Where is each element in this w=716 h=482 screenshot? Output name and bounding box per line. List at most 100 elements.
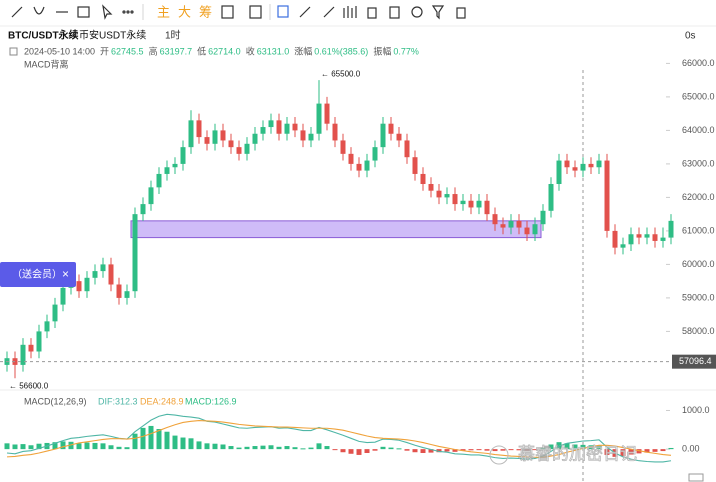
y-tick-label: 58000.0 bbox=[682, 326, 715, 336]
toolbar-button[interactable]: 主 bbox=[157, 4, 170, 19]
macd-bar bbox=[340, 449, 346, 453]
y-tick-label: 60000.0 bbox=[682, 259, 715, 269]
field-value: 0.61%(385.6) bbox=[314, 46, 368, 56]
macd-bar bbox=[188, 438, 194, 450]
tool-icon[interactable] bbox=[221, 5, 234, 19]
tool-icon[interactable] bbox=[343, 6, 357, 18]
ohlc-fields: 开 62745.5 高 63197.7 低 62714.0 收 63131.0 涨幅 0.61%(… bbox=[100, 45, 419, 56]
field-label: 涨幅 bbox=[294, 45, 312, 56]
candle-body bbox=[140, 204, 146, 215]
tool-more[interactable] bbox=[122, 10, 126, 14]
macd-bar bbox=[604, 449, 610, 455]
candle-body bbox=[316, 103, 322, 134]
candle-body bbox=[500, 224, 506, 228]
macd-bar bbox=[124, 447, 130, 450]
macd-bar bbox=[116, 446, 122, 450]
candle-body bbox=[564, 160, 570, 168]
y-tick-label: 61000.0 bbox=[682, 225, 715, 235]
toolbar-button[interactable]: 大 bbox=[178, 4, 191, 19]
candle-body bbox=[532, 224, 538, 235]
macd-bar bbox=[548, 444, 554, 450]
candle-body bbox=[420, 173, 426, 184]
candle-body bbox=[372, 147, 378, 161]
candle-body bbox=[644, 234, 650, 238]
macd-bar bbox=[164, 431, 170, 450]
macd-bar bbox=[36, 443, 42, 450]
watermark-icon bbox=[489, 445, 509, 465]
macd-bar bbox=[508, 449, 514, 451]
candle-body bbox=[124, 291, 130, 298]
candle-body bbox=[348, 153, 354, 164]
y-tick-label: 63000.0 bbox=[682, 158, 715, 168]
candle-body bbox=[284, 123, 290, 134]
macd-bar bbox=[220, 444, 226, 450]
interval[interactable]: 1时 bbox=[165, 30, 181, 42]
tool-icon[interactable] bbox=[277, 5, 289, 18]
macd-bar bbox=[380, 446, 386, 450]
candle-body bbox=[132, 214, 138, 292]
y-tick-label: 66000.0 bbox=[682, 58, 715, 68]
y-tick-label: 62000.0 bbox=[682, 192, 715, 202]
macd-bar bbox=[476, 449, 482, 451]
tool-filter[interactable] bbox=[431, 5, 445, 20]
macd-line bbox=[6, 419, 672, 458]
tool-icon[interactable] bbox=[299, 6, 311, 18]
toolbar-button[interactable]: 筹 bbox=[199, 4, 212, 19]
macd-bar bbox=[12, 444, 18, 450]
candle-body bbox=[476, 200, 482, 208]
tool-icon[interactable] bbox=[367, 7, 377, 19]
macd-bar bbox=[204, 443, 210, 450]
candle-body bbox=[100, 264, 106, 272]
macd-bar bbox=[28, 445, 34, 450]
tool-icon[interactable] bbox=[411, 6, 423, 18]
macd-bar bbox=[172, 435, 178, 450]
y-tick-label: 0.00 bbox=[682, 444, 700, 454]
field-label: 低 bbox=[197, 45, 206, 56]
candle-body bbox=[92, 271, 98, 278]
popup[interactable] bbox=[0, 262, 76, 287]
candle-body bbox=[252, 133, 258, 144]
candle-body bbox=[604, 160, 610, 231]
candle-body bbox=[276, 120, 282, 134]
candle-body bbox=[340, 140, 346, 154]
macd-bar bbox=[564, 443, 570, 450]
macd-bar bbox=[540, 447, 546, 450]
candle-body bbox=[388, 123, 394, 134]
candle-body bbox=[76, 281, 82, 292]
tool-curve[interactable] bbox=[33, 6, 45, 15]
macd-bar bbox=[292, 447, 298, 450]
candle-body bbox=[412, 157, 418, 174]
candle-body bbox=[60, 287, 66, 305]
candle-body bbox=[52, 304, 58, 322]
tool-icon[interactable] bbox=[323, 6, 335, 18]
macd-bar bbox=[580, 444, 586, 450]
macd-bar bbox=[60, 441, 66, 450]
candle-body bbox=[164, 167, 170, 174]
candle-body bbox=[212, 130, 218, 144]
collapse-icon[interactable] bbox=[9, 47, 18, 56]
candle-body bbox=[652, 234, 658, 241]
macd-bar bbox=[460, 449, 466, 451]
candle-body bbox=[636, 234, 642, 238]
tool-icon[interactable] bbox=[389, 6, 400, 19]
macd-bar bbox=[444, 449, 450, 452]
timer: 0s bbox=[685, 31, 696, 42]
popup-close[interactable]: × bbox=[62, 267, 69, 281]
macd-bar bbox=[356, 449, 362, 455]
tool-rect[interactable] bbox=[77, 6, 90, 18]
tool-delete[interactable] bbox=[456, 7, 466, 19]
macd-bar bbox=[76, 443, 82, 450]
field-value: 63131.0 bbox=[257, 46, 290, 56]
candle-body bbox=[364, 160, 370, 171]
macd-bar bbox=[524, 449, 530, 451]
candle-body bbox=[196, 120, 202, 138]
tool-icon[interactable] bbox=[249, 5, 262, 19]
field-value: 0.77% bbox=[393, 46, 419, 56]
macd-bar bbox=[428, 449, 434, 453]
corner-icon[interactable] bbox=[688, 473, 704, 482]
tool-cursor[interactable] bbox=[102, 4, 113, 20]
tool-line[interactable] bbox=[11, 6, 23, 18]
symbol[interactable]: BTC/USDT永续 bbox=[8, 29, 79, 42]
macd-bar bbox=[412, 449, 418, 453]
